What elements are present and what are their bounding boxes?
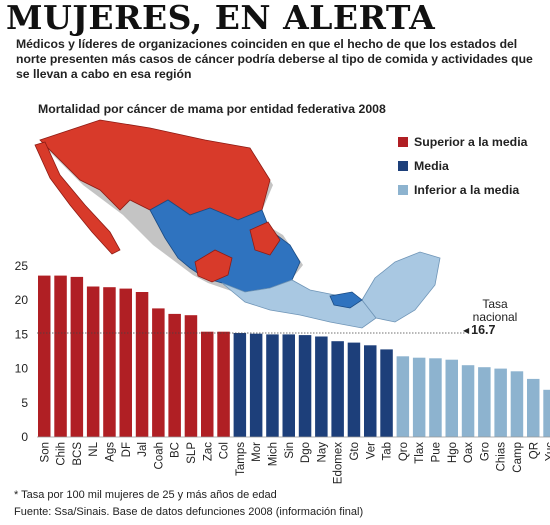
bar-tab xyxy=(380,349,393,437)
legend-label-above: Superior a la media xyxy=(414,135,528,149)
x-tick-label: BC xyxy=(170,442,182,458)
bar-zac xyxy=(201,331,214,437)
legend-item-below: Inferior a la media xyxy=(398,178,527,202)
x-tick-label: Gro xyxy=(479,442,491,461)
x-tick-label: Ags xyxy=(105,442,117,462)
x-tick-label: NL xyxy=(88,441,100,456)
deck-text: Médicos y líderes de organizaciones coin… xyxy=(16,37,533,81)
source-note: Fuente: Ssa/Sinais. Base de datos defunc… xyxy=(14,506,364,518)
x-tick-label: Tamps xyxy=(235,442,247,476)
bar-edomex xyxy=(331,341,344,437)
x-tick-label: Zac xyxy=(202,442,214,461)
national-rate-arrow-icon: ◀ xyxy=(463,326,470,335)
footnote: * Tasa por 100 mil mujeres de 25 y más a… xyxy=(14,489,277,501)
x-tick-label: Coah xyxy=(153,442,165,470)
map-region-tab xyxy=(329,291,363,309)
legend-swatch-below xyxy=(398,185,408,195)
y-tick-label: 10 xyxy=(15,362,29,376)
legend-item-above: Superior a la media xyxy=(398,130,527,154)
bar-bc xyxy=(168,313,181,437)
x-tick-label: Hgo xyxy=(447,442,459,463)
bar-mich xyxy=(266,334,279,437)
x-tick-label: Ver xyxy=(365,442,377,459)
bar-gro xyxy=(478,367,491,437)
y-tick-label: 25 xyxy=(15,259,29,273)
x-tick-label: Tlax xyxy=(414,442,426,464)
bar-nl xyxy=(86,286,100,437)
headline: MUJERES, EN ALERTA xyxy=(6,0,436,37)
bar-gto xyxy=(347,342,361,437)
bar-hgo xyxy=(445,359,458,437)
x-tick-label: SLP xyxy=(186,442,198,464)
x-tick-label: Col xyxy=(219,442,231,459)
bar-coah xyxy=(152,308,165,437)
bar-qr xyxy=(527,378,540,437)
x-tick-label: Chih xyxy=(56,442,68,466)
x-tick-label: Qro xyxy=(398,442,410,461)
bar-slp xyxy=(184,315,198,437)
bar-col xyxy=(217,331,230,437)
bar-ags xyxy=(103,287,116,437)
bar-son xyxy=(38,275,51,437)
y-tick-label: 15 xyxy=(15,327,29,341)
x-tick-label: Yuc xyxy=(545,442,550,461)
legend-swatch-average xyxy=(398,161,408,171)
national-rate-label: Tasa nacional xyxy=(472,297,518,324)
x-tick-label: Mor xyxy=(251,442,263,462)
bar-dgo xyxy=(298,335,312,437)
x-tick-label: Tab xyxy=(382,442,394,461)
bar-pue xyxy=(429,358,442,437)
bar-camp xyxy=(510,371,524,437)
x-tick-label: QR xyxy=(528,442,540,459)
legend-label-average: Media xyxy=(414,159,449,173)
x-tick-label: Jal xyxy=(137,442,149,457)
x-tick-label: Chias xyxy=(496,442,508,472)
y-tick-label: 20 xyxy=(15,293,29,307)
x-tick-label: Pue xyxy=(431,442,443,462)
legend: Superior a la media Media Inferior a la … xyxy=(398,130,527,202)
bar-tamps xyxy=(233,333,247,437)
bar-chias xyxy=(494,368,507,437)
bar-oax xyxy=(461,365,475,437)
map-region-yucatan xyxy=(361,251,441,323)
national-rate: Tasa nacional ◀ 16.7 xyxy=(463,297,519,337)
x-tick-label: Oax xyxy=(463,442,475,463)
x-tick-label: Mich xyxy=(268,442,280,466)
x-tick-label: DF xyxy=(121,442,133,457)
bar-yuc xyxy=(543,389,550,437)
map-region-baja xyxy=(34,141,121,255)
legend-item-average: Media xyxy=(398,154,527,178)
bar-df xyxy=(119,288,132,437)
bar-tlax xyxy=(412,357,426,437)
x-tick-label: Son xyxy=(39,442,51,462)
x-tick-label: Gto xyxy=(349,442,361,461)
x-tick-label: Sin xyxy=(284,442,296,459)
legend-swatch-above xyxy=(398,137,408,147)
map-region-slp xyxy=(249,221,281,256)
bar-mor xyxy=(249,333,263,437)
bar-nay xyxy=(315,336,328,437)
y-tick-label: 5 xyxy=(21,396,28,410)
x-tick-label: Edomex xyxy=(333,442,345,484)
legend-label-below: Inferior a la media xyxy=(414,183,520,197)
x-tick-label: Nay xyxy=(316,442,328,463)
map-region-center xyxy=(149,199,301,293)
x-tick-label: Dgo xyxy=(300,442,312,463)
bar-bcs xyxy=(70,276,84,437)
map-title: Mortalidad por cáncer de mama por entida… xyxy=(38,102,386,116)
national-rate-value: 16.7 xyxy=(471,323,496,337)
x-tick-label: BCS xyxy=(72,442,84,466)
bar-jal xyxy=(135,292,149,437)
bar-chih xyxy=(54,275,67,437)
y-tick-label: 0 xyxy=(21,430,28,444)
bar-qro xyxy=(396,356,410,437)
map-region-west-red xyxy=(194,249,233,283)
bar-sin xyxy=(282,334,295,437)
bar-ver xyxy=(364,345,377,437)
x-tick-label: Camp xyxy=(512,442,524,473)
